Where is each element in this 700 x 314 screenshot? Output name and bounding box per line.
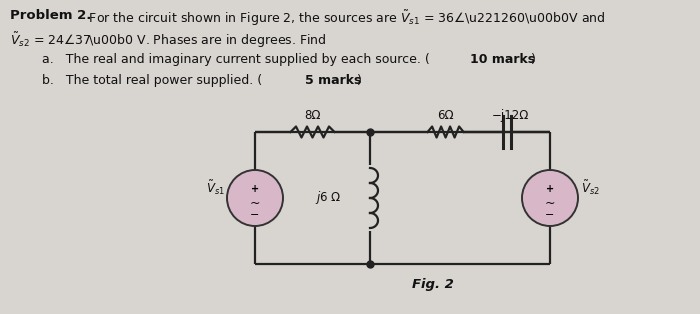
Text: $\tilde{V}_{s1}$: $\tilde{V}_{s1}$	[206, 179, 225, 197]
Circle shape	[522, 170, 578, 226]
Text: ): )	[357, 74, 362, 87]
Text: a.   The real and imaginary current supplied by each source. (: a. The real and imaginary current suppli…	[42, 53, 430, 66]
Text: $j$6 $\Omega$: $j$6 $\Omega$	[315, 190, 341, 207]
Text: 8Ω: 8Ω	[304, 109, 321, 122]
Text: ~: ~	[545, 197, 555, 209]
Text: $\tilde{V}_{s2}$: $\tilde{V}_{s2}$	[580, 179, 599, 197]
Text: Fig. 2: Fig. 2	[412, 278, 454, 291]
Text: +: +	[251, 184, 259, 194]
Text: $\tilde{V}_{s2}$ = 24$\angle$37\u00b0 V. Phases are in degrees. Find: $\tilde{V}_{s2}$ = 24$\angle$37\u00b0 V.…	[10, 31, 327, 51]
Text: −: −	[545, 210, 554, 220]
Text: −j12Ω: −j12Ω	[492, 109, 529, 122]
Text: Problem 2.: Problem 2.	[10, 9, 92, 22]
Text: +: +	[546, 184, 554, 194]
Text: 10 marks: 10 marks	[470, 53, 535, 66]
Text: b.   The total real power supplied. (: b. The total real power supplied. (	[42, 74, 262, 87]
Text: 6Ω: 6Ω	[438, 109, 454, 122]
Text: For the circuit shown in Figure 2, the sources are $\tilde{V}_{s1}$ = 36$\angle$: For the circuit shown in Figure 2, the s…	[85, 9, 606, 29]
Text: 5 marks: 5 marks	[305, 74, 361, 87]
Text: −: −	[251, 210, 260, 220]
Text: ~: ~	[250, 197, 260, 209]
Text: ): )	[531, 53, 536, 66]
Circle shape	[227, 170, 283, 226]
